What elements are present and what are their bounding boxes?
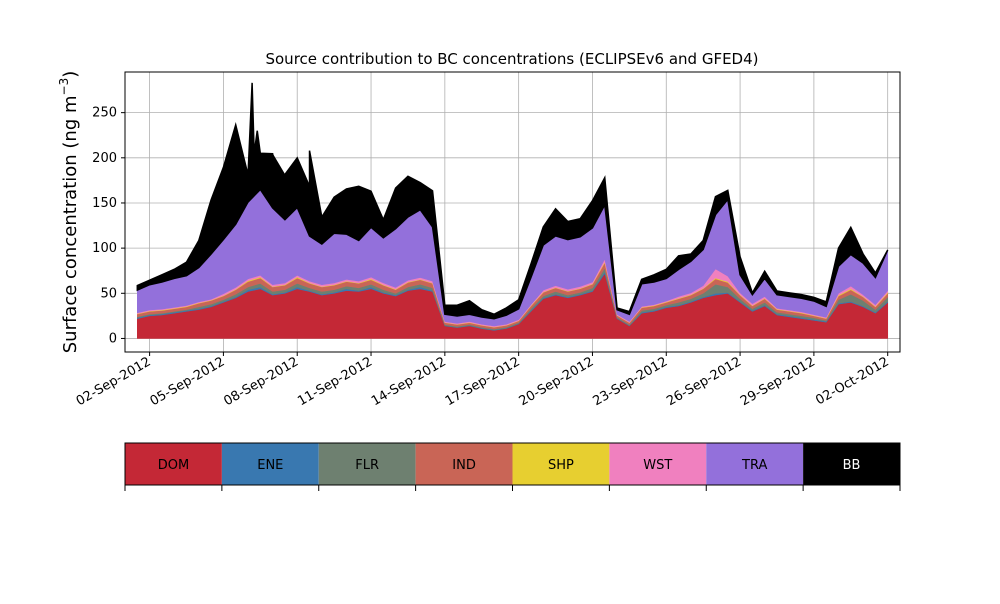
y-tick-label: 100 [92, 241, 117, 256]
legend-label-tra: TRA [741, 458, 767, 473]
legend-label-ene: ENE [257, 458, 283, 473]
legend-swatch-dom [125, 443, 222, 485]
legend-label-flr: FLR [355, 458, 379, 473]
x-tick-label: 29-Sep-2012 [738, 354, 818, 409]
legend-label-shp: SHP [548, 458, 574, 473]
series-areas [136, 82, 889, 339]
y-axis-label: Surface concentration (ng m−3) [57, 71, 81, 354]
x-tick-label: 20-Sep-2012 [517, 354, 597, 409]
legend-label-ind: IND [452, 458, 476, 473]
x-axis-ticks: 02-Sep-201205-Sep-201208-Sep-201211-Sep-… [74, 352, 892, 409]
x-tick-label: 02-Sep-2012 [74, 354, 154, 409]
plot-frame [124, 71, 901, 353]
x-tick-label: 17-Sep-2012 [443, 354, 523, 409]
legend-colorbar: DOM ENE FLR IND SHP WST TRA BB [124, 442, 901, 491]
x-tick-label: 26-Sep-2012 [664, 354, 744, 409]
area-bb-peaks [136, 82, 889, 320]
y-tick-label: 0 [109, 331, 117, 346]
x-tick-label: 23-Sep-2012 [590, 354, 670, 409]
x-tick-label: 14-Sep-2012 [369, 354, 449, 409]
legend-swatch-shp [512, 443, 610, 485]
y-axis-label-superscript: −3 [57, 78, 71, 96]
legend-label-wst: WST [643, 458, 672, 473]
y-tick-label: 50 [100, 286, 117, 301]
y-axis-label-main: Surface concentration (ng m [60, 95, 81, 353]
legend-swatch-flr [318, 443, 416, 485]
legend-swatch-bb [803, 443, 900, 485]
y-tick-label: 250 [92, 106, 117, 121]
legend-label-dom: DOM [158, 458, 189, 473]
x-tick-label: 11-Sep-2012 [295, 354, 375, 409]
x-tick-label: 02-Oct-2012 [813, 354, 891, 408]
legend-swatch-tra [706, 443, 804, 485]
y-axis-label-close: ) [60, 71, 81, 78]
legend-swatch-ene [221, 443, 319, 485]
x-tick-label: 08-Sep-2012 [221, 354, 301, 409]
chart-title: Source contribution to BC concentrations… [265, 50, 758, 68]
legend-swatch-wst [609, 443, 707, 485]
legend-swatch-ind [415, 443, 513, 485]
x-tick-label: 05-Sep-2012 [148, 354, 228, 409]
legend-label-bb: BB [843, 458, 861, 473]
y-axis-ticks: 0 50 100 150 200 250 [92, 106, 125, 346]
y-tick-label: 150 [92, 196, 117, 211]
y-tick-label: 200 [92, 151, 117, 166]
